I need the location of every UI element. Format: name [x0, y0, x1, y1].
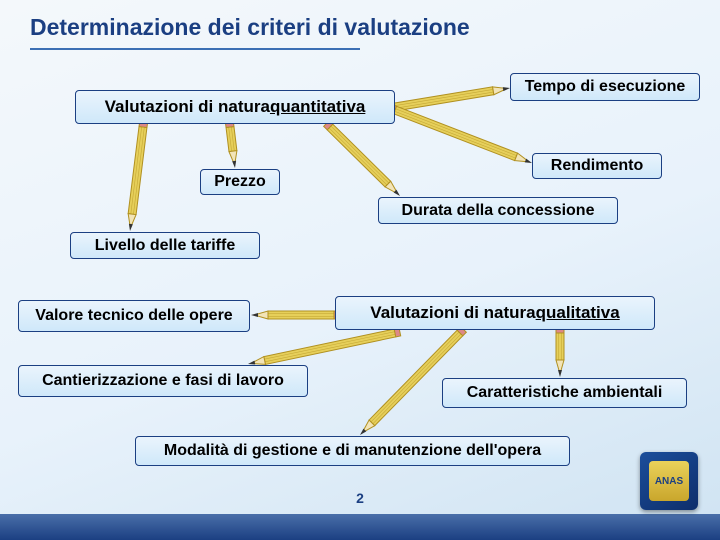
title-underline — [30, 48, 360, 50]
box-cantier: Cantierizzazione e fasi di lavoro — [18, 365, 308, 397]
footer-bar — [0, 514, 720, 540]
pencil-arrow-7 — [556, 328, 564, 377]
pencil-arrow-0 — [389, 84, 510, 112]
box-ambientali: Caratteristiche ambientali — [442, 378, 687, 408]
brand-logo: ANAS — [640, 452, 698, 510]
pencil-arrow-4 — [324, 121, 403, 199]
pencil-arrow-1 — [389, 104, 534, 166]
page-number: 2 — [356, 490, 364, 506]
pencil-arrow-6 — [247, 328, 401, 368]
box-valore: Valore tecnico delle opere — [18, 300, 250, 332]
slide-title: Determinazione dei criteri di valutazion… — [30, 14, 470, 41]
pencil-arrow-2 — [126, 122, 148, 232]
box-prezzo: Prezzo — [200, 169, 280, 195]
box-tempo: Tempo di esecuzione — [510, 73, 700, 101]
box-durata: Durata della concessione — [378, 197, 618, 224]
pencil-arrow-5 — [251, 311, 339, 319]
box-tariffe: Livello delle tariffe — [70, 232, 260, 259]
brand-logo-text: ANAS — [649, 461, 689, 501]
box-rendimento: Rendimento — [532, 153, 662, 179]
box-qualitativa: Valutazioni di natura qualitativa — [335, 296, 655, 330]
slide-root: Determinazione dei criteri di valutazion… — [0, 0, 720, 540]
box-manutenzione: Modalità di gestione e di manutenzione d… — [135, 436, 570, 466]
pencil-arrow-3 — [225, 122, 239, 169]
box-quantitativa: Valutazioni di natura quantitativa — [75, 90, 395, 124]
